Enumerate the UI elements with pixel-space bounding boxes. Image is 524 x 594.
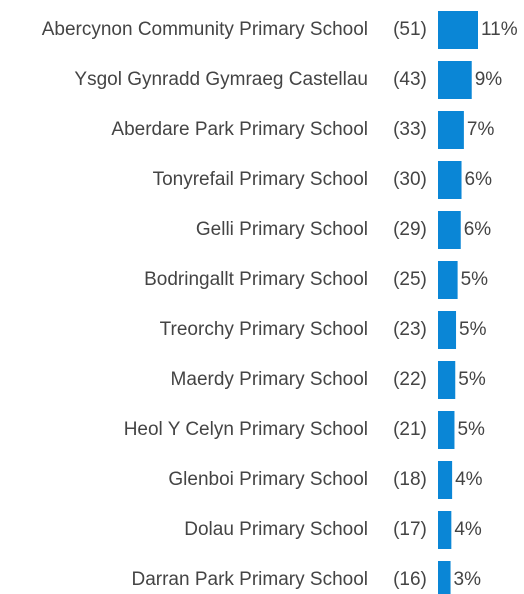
count-label: (22) (393, 369, 427, 390)
bar (438, 511, 452, 549)
count-label: (51) (393, 19, 427, 40)
count-label: (16) (393, 569, 427, 590)
count-label: (30) (393, 169, 427, 190)
bar (438, 361, 456, 399)
category-label: Maerdy Primary School (171, 369, 368, 390)
bar (438, 261, 458, 299)
bar (438, 411, 455, 449)
percentage-label: 6% (465, 169, 493, 190)
category-label: Ysgol Gynradd Gymraeg Castellau (74, 69, 368, 90)
count-label: (29) (393, 219, 427, 240)
percentage-label: 7% (467, 119, 495, 140)
count-label: (33) (393, 119, 427, 140)
count-label: (23) (393, 319, 427, 340)
bar (438, 211, 461, 249)
category-label: Bodringallt Primary School (144, 269, 368, 290)
count-label: (43) (393, 69, 427, 90)
category-label: Darran Park Primary School (131, 569, 368, 590)
percentage-label: 6% (464, 219, 492, 240)
percentage-label: 5% (459, 319, 487, 340)
percentage-label: 4% (455, 469, 483, 490)
category-label: Gelli Primary School (196, 219, 368, 240)
category-label: Heol Y Celyn Primary School (124, 419, 368, 440)
category-label: Tonyrefail Primary School (153, 169, 368, 190)
bar (438, 561, 451, 594)
count-label: (17) (393, 519, 427, 540)
bar (438, 461, 453, 499)
percentage-label: 11% (481, 19, 518, 40)
category-label: Treorchy Primary School (160, 319, 368, 340)
bar (438, 11, 478, 49)
count-label: (21) (393, 419, 427, 440)
count-label: (18) (393, 469, 427, 490)
bar (438, 111, 464, 149)
category-label: Dolau Primary School (184, 519, 368, 540)
category-label: Aberdare Park Primary School (111, 119, 368, 140)
bar (438, 161, 462, 199)
percentage-label: 3% (454, 569, 482, 590)
category-label: Glenboi Primary School (168, 469, 368, 490)
percentage-label: 4% (454, 519, 482, 540)
percentage-label: 5% (457, 419, 485, 440)
percentage-label: 5% (461, 269, 489, 290)
bar (438, 311, 457, 349)
bar (438, 61, 472, 99)
percentage-label: 9% (475, 69, 503, 90)
count-label: (25) (393, 269, 427, 290)
percentage-label: 5% (458, 369, 486, 390)
category-label: Abercynon Community Primary School (42, 19, 368, 40)
